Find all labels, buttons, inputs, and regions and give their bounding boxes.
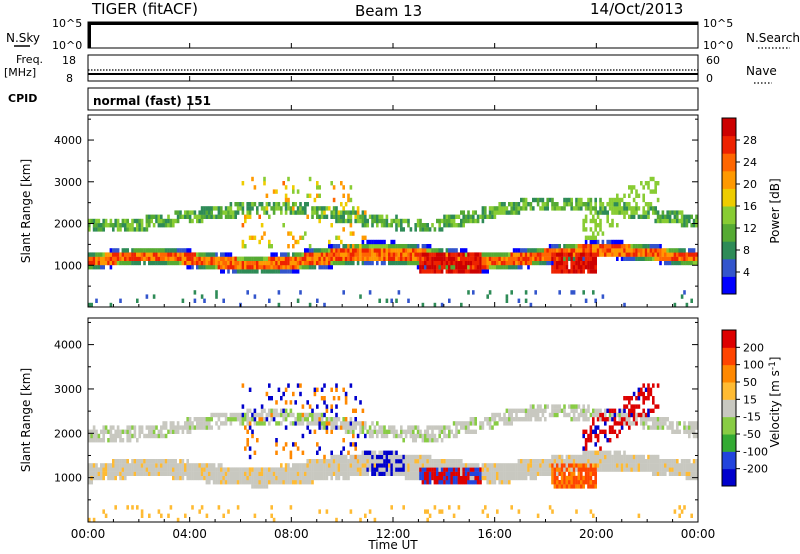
nsearch-tick-top: 10^5 — [703, 17, 733, 30]
colorbar-segment — [722, 258, 736, 277]
colorbar-segment — [722, 382, 736, 400]
nave-tick-bottom: 0 — [706, 72, 713, 85]
colorbar-tick: 50 — [743, 376, 757, 389]
colorbar-segment — [722, 276, 736, 295]
colorbar-segment — [722, 451, 736, 470]
y-tick-label: 1000 — [54, 259, 82, 272]
colorbar-tick: 8 — [743, 244, 750, 257]
colorbar-segment — [722, 206, 736, 225]
nave-tick-top: 60 — [706, 54, 720, 67]
x-tick-label: 16:00 — [477, 527, 512, 541]
colorbar-tick: 200 — [743, 341, 764, 354]
colorbar-segment — [722, 468, 736, 487]
colorbar-segment — [722, 153, 736, 172]
colorbar-segment — [722, 170, 736, 189]
nsky-panel: N.Sky 10^5 10^0 10^5 10^0 N.Search — [6, 17, 800, 52]
time-axis-label: Time UT — [367, 538, 418, 552]
colorbar-tick: 100 — [743, 359, 764, 372]
cpid-panel: CPID normal (fast) 151 — [8, 87, 699, 111]
colorbar-tick: 20 — [743, 178, 757, 191]
colorbar-tick: 4 — [743, 266, 750, 279]
nsky-tick-top: 10^5 — [52, 17, 82, 30]
colorbar-segment — [722, 188, 736, 207]
colorbar-tick: 24 — [743, 156, 757, 169]
power-panel: 1000 2000 3000 4000 Slant Range [km] 28 24 20… — [19, 114, 782, 308]
velocity-ylabel: Slant Range [km] — [19, 368, 33, 472]
x-tick-label: 08:00 — [274, 527, 309, 541]
colorbar-segment — [722, 241, 736, 260]
colorbar-segment — [722, 364, 736, 383]
freq-unit: [MHz] — [4, 66, 36, 79]
freq-label: Freq. — [16, 53, 43, 66]
colorbar-segment — [722, 118, 736, 137]
colorbar-tick: -200 — [743, 463, 768, 476]
y-tick-label: 4000 — [54, 339, 82, 352]
x-tick-label: 04:00 — [172, 527, 207, 541]
time-axis: 00:00 04:00 08:00 12:00 16:00 20:00 00:00 — [71, 43, 716, 541]
colorbar-segment — [722, 135, 736, 154]
y-tick-label: 2000 — [54, 218, 82, 231]
colorbar-segment — [722, 330, 736, 348]
y-tick-label: 4000 — [54, 134, 82, 147]
colorbar-segment — [722, 416, 736, 435]
nsky-tick-bottom: 10^0 — [52, 39, 82, 52]
beam-label: Beam 13 — [355, 2, 422, 20]
x-tick-label: 12:00 — [376, 527, 411, 541]
colorbar-segment — [722, 399, 736, 418]
nsky-label: N.Sky — [6, 31, 40, 45]
colorbar-tick: -15 — [743, 411, 761, 424]
freq-panel: Freq. [MHz] 18 8 60 0 Nave — [4, 53, 777, 85]
velocity-panel: 1000 2000 3000 4000 Slant Range [km] 200 100… — [19, 317, 782, 523]
x-tick-label: 00:00 — [71, 527, 106, 541]
y-tick-label: 3000 — [54, 383, 82, 396]
velocity-colorbar-label: Velocity [m s-1] — [768, 357, 782, 448]
colorbar-tick: -50 — [743, 428, 761, 441]
y-tick-label: 3000 — [54, 176, 82, 189]
nave-label: Nave — [746, 64, 777, 78]
colorbar-tick: 16 — [743, 200, 757, 213]
colorbar-segment — [722, 434, 736, 452]
freq-tick-top: 18 — [62, 54, 76, 67]
colorbar-tick: 28 — [743, 134, 757, 147]
x-tick-label: 20:00 — [579, 527, 614, 541]
colorbar-tick: 12 — [743, 222, 757, 235]
freq-tick-bottom: 8 — [66, 72, 73, 85]
cpid-label: CPID — [8, 92, 37, 105]
colorbar-segment — [722, 223, 736, 242]
cpid-text: normal (fast) 151 — [93, 94, 211, 108]
y-tick-label: 1000 — [54, 472, 82, 485]
nsearch-label: N.Search — [746, 31, 800, 45]
colorbar-tick: -100 — [743, 445, 768, 458]
colorbar-tick: 15 — [743, 393, 757, 406]
nsearch-tick-bottom: 10^0 — [703, 39, 733, 52]
date-label: 14/Oct/2013 — [590, 0, 683, 18]
plot-title: TIGER (fitACF) — [91, 0, 198, 18]
colorbar-segment — [722, 347, 736, 366]
x-tick-label: 00:00 — [681, 527, 716, 541]
power-colorbar-label: Power [dB] — [768, 178, 782, 243]
y-tick-label: 2000 — [54, 427, 82, 440]
power-ylabel: Slant Range [km] — [19, 159, 33, 263]
